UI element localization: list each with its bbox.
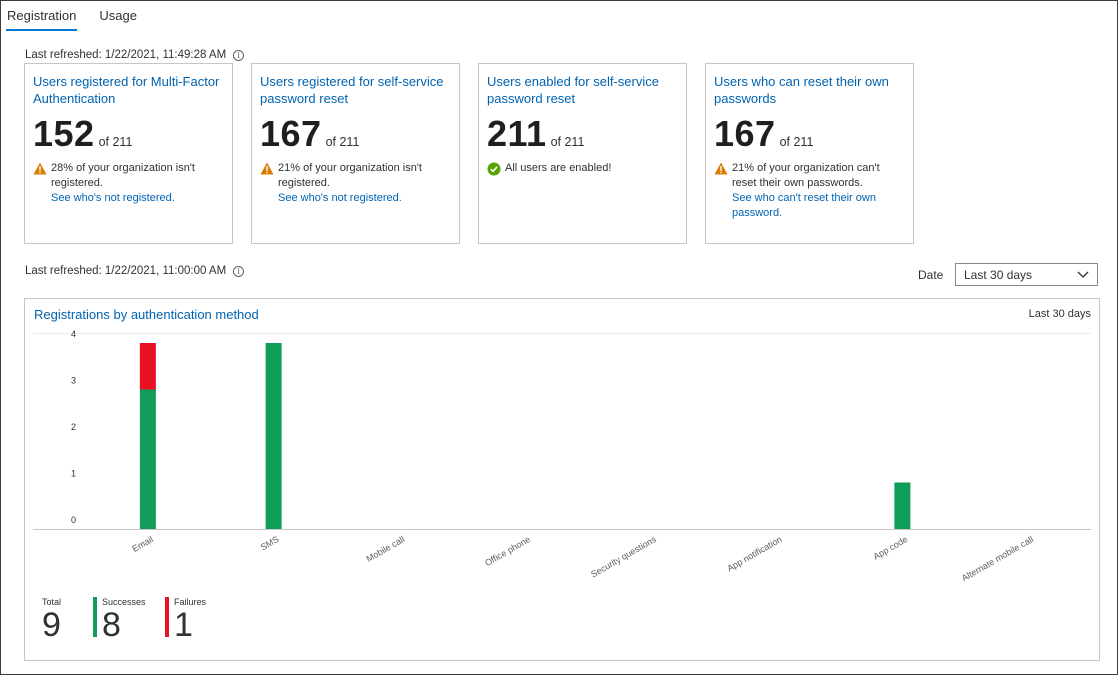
registrations-chart-panel: Registrations by authentication method L… xyxy=(24,298,1100,661)
card-status-icon xyxy=(487,162,502,181)
summary-card: Users registered for Multi-Factor Authen… xyxy=(24,63,233,244)
card-value: 211 of 211 xyxy=(487,113,678,155)
y-tick-label: 4 xyxy=(71,329,76,339)
bar-failures-email[interactable] xyxy=(139,343,156,390)
chevron-down-icon xyxy=(1077,271,1089,278)
card-message-text: 21% of your organization isn't registere… xyxy=(278,162,422,189)
info-icon[interactable]: i xyxy=(233,265,245,277)
chart-title[interactable]: Registrations by authentication method xyxy=(34,307,259,322)
card-count: 167 xyxy=(260,113,322,154)
last-refreshed-bottom: Last refreshed: 1/22/2021, 11:00:00 AM i xyxy=(25,265,245,277)
info-icon[interactable]: i xyxy=(233,49,245,61)
x-tick-label: SMS xyxy=(259,534,281,552)
card-link[interactable]: See who's not registered. xyxy=(278,192,402,204)
bar-successes-sms[interactable] xyxy=(265,343,282,529)
card-title[interactable]: Users who can reset their own passwords xyxy=(714,74,889,106)
registrations-bar-chart: 0 1 2 3 4 Email SMS Mobile call Office phone Secu… xyxy=(33,329,1091,583)
summary-card: Users registered for self-service passwo… xyxy=(251,63,460,244)
summary-successes-label: Successes xyxy=(102,597,146,607)
x-tick-label: Mobile call xyxy=(365,534,407,564)
card-message: All users are enabled! xyxy=(487,161,678,181)
card-message-body: 28% of your organization isn't registere… xyxy=(51,161,224,206)
summary-total-label: Total xyxy=(42,597,62,607)
card-total: of 211 xyxy=(550,135,585,149)
card-title[interactable]: Users enabled for self-service password … xyxy=(487,74,659,106)
card-count: 211 xyxy=(487,113,547,154)
card-count: 167 xyxy=(714,113,776,154)
card-message-text: 28% of your organization isn't registere… xyxy=(51,162,195,189)
date-range-selected: Last 30 days xyxy=(964,267,1033,282)
failures-marker xyxy=(165,597,169,637)
y-tick-label: 0 xyxy=(71,515,76,525)
card-link[interactable]: See who can't reset their own password. xyxy=(732,192,876,219)
chart-range-label: Last 30 days xyxy=(1028,308,1091,320)
card-count: 152 xyxy=(33,113,95,154)
summary-card: Users who can reset their own passwords 1… xyxy=(705,63,914,244)
y-tick-label: 3 xyxy=(71,376,76,386)
card-total: of 211 xyxy=(325,135,360,149)
card-message-body: All users are enabled! xyxy=(505,161,611,181)
summary-failures-label: Failures xyxy=(174,597,207,607)
y-tick-label: 2 xyxy=(71,422,76,432)
warning-icon xyxy=(714,162,728,175)
card-message-body: 21% of your organization isn't registere… xyxy=(278,161,451,206)
last-refreshed-top: Last refreshed: 1/22/2021, 11:49:28 AM i xyxy=(25,49,245,61)
bar-successes-email[interactable] xyxy=(139,389,156,530)
x-tick-label: App notification xyxy=(725,534,783,573)
card-status-icon xyxy=(714,162,729,221)
date-range-dropdown[interactable]: Last 30 days xyxy=(955,263,1098,286)
x-tick-label: App code xyxy=(871,534,909,562)
summary-successes-value: 8 xyxy=(102,606,121,644)
warning-icon xyxy=(33,162,47,175)
summary-failures-value: 1 xyxy=(174,606,193,644)
x-tick-label: Alternate mobile call xyxy=(960,534,1035,583)
last-refreshed-text: Last refreshed: 1/22/2021, 11:49:28 AM xyxy=(25,49,227,61)
card-status-icon xyxy=(33,162,48,206)
card-message: 21% of your organization isn't registere… xyxy=(260,161,451,206)
card-value: 167 of 211 xyxy=(714,113,905,155)
card-value: 152 of 211 xyxy=(33,113,224,155)
card-status-icon xyxy=(260,162,275,206)
tab-bar: Registration Usage xyxy=(6,8,159,32)
card-message: 21% of your organization can't reset the… xyxy=(714,161,905,221)
summary-total: Total 9 xyxy=(42,597,61,642)
last-refreshed-text: Last refreshed: 1/22/2021, 11:00:00 AM xyxy=(25,265,227,277)
card-message-text: 21% of your organization can't reset the… xyxy=(732,162,880,189)
card-title[interactable]: Users registered for self-service passwo… xyxy=(260,74,444,106)
summary-failures: Failures 1 xyxy=(174,597,206,642)
bar-successes-app-code[interactable] xyxy=(894,482,911,530)
card-message-body: 21% of your organization can't reset the… xyxy=(732,161,905,221)
y-tick-label: 1 xyxy=(71,469,76,479)
date-filter-label: Date xyxy=(918,268,944,282)
card-value: 167 of 211 xyxy=(260,113,451,155)
card-message-text: All users are enabled! xyxy=(505,162,612,174)
tab-registration[interactable]: Registration xyxy=(6,8,78,31)
summary-card: Users enabled for self-service password … xyxy=(478,63,687,244)
successes-marker xyxy=(93,597,97,637)
card-message: 28% of your organization isn't registere… xyxy=(33,161,224,206)
card-title[interactable]: Users registered for Multi-Factor Authen… xyxy=(33,74,220,106)
x-tick-label: Office phone xyxy=(483,534,532,568)
card-total: of 211 xyxy=(98,135,133,149)
chart-divider xyxy=(33,333,1091,334)
x-tick-label: Security questions xyxy=(589,534,658,580)
summary-total-value: 9 xyxy=(42,606,61,644)
x-tick-label: Email xyxy=(130,534,154,554)
warning-icon xyxy=(260,162,274,175)
tab-usage[interactable]: Usage xyxy=(99,8,137,23)
card-total: of 211 xyxy=(779,135,814,149)
summary-successes: Successes 8 xyxy=(102,597,146,642)
card-link[interactable]: See who's not registered. xyxy=(51,192,175,204)
check-circle-icon xyxy=(487,162,501,176)
